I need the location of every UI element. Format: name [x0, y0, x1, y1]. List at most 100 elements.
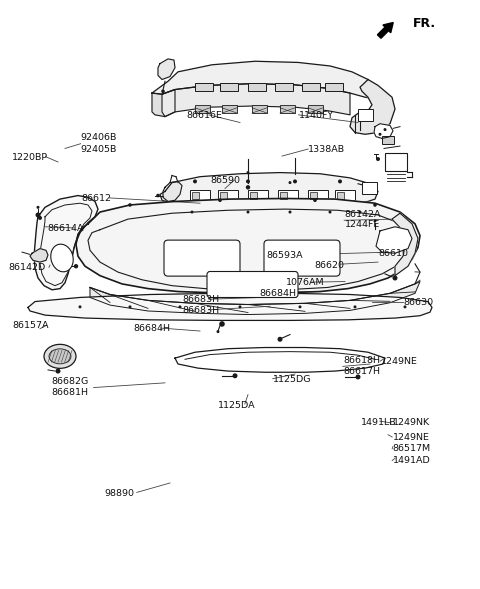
- Bar: [280, 192, 287, 199]
- Text: 92406B: 92406B: [81, 133, 117, 143]
- Text: 1249NE: 1249NE: [381, 357, 418, 366]
- Circle shape: [293, 180, 297, 183]
- Text: 86630: 86630: [403, 297, 433, 307]
- Polygon shape: [152, 90, 175, 117]
- Circle shape: [353, 305, 357, 309]
- Text: 86683H: 86683H: [182, 306, 219, 315]
- Circle shape: [277, 337, 283, 342]
- Circle shape: [288, 210, 291, 214]
- Polygon shape: [392, 213, 418, 276]
- Text: 1076AM: 1076AM: [286, 278, 324, 287]
- Circle shape: [193, 180, 197, 183]
- Polygon shape: [34, 196, 98, 290]
- FancyBboxPatch shape: [164, 240, 240, 276]
- FancyArrow shape: [377, 22, 393, 38]
- Bar: [335, 211, 363, 230]
- Text: 86157A: 86157A: [12, 321, 48, 330]
- Circle shape: [246, 185, 250, 190]
- Circle shape: [379, 133, 382, 136]
- Bar: [280, 105, 295, 113]
- Text: 86617H: 86617H: [343, 366, 380, 376]
- Text: FR.: FR.: [413, 17, 436, 30]
- Circle shape: [74, 264, 78, 269]
- Text: 1491LB: 1491LB: [361, 418, 396, 428]
- Bar: [215, 211, 243, 230]
- Circle shape: [313, 198, 317, 202]
- Circle shape: [161, 90, 165, 93]
- Bar: [385, 153, 407, 171]
- Polygon shape: [148, 202, 375, 241]
- Text: 1140FY: 1140FY: [299, 111, 334, 120]
- FancyBboxPatch shape: [207, 272, 298, 297]
- Text: 86593A: 86593A: [266, 251, 303, 260]
- Bar: [220, 83, 238, 91]
- Circle shape: [156, 194, 160, 197]
- Bar: [222, 105, 237, 113]
- Text: 86620: 86620: [314, 260, 345, 270]
- Text: 1244FE: 1244FE: [345, 220, 380, 230]
- Text: 1220BP: 1220BP: [12, 153, 48, 162]
- Circle shape: [239, 305, 241, 309]
- Text: 86682G: 86682G: [52, 377, 89, 386]
- Bar: [278, 190, 298, 200]
- Text: 86681H: 86681H: [52, 388, 89, 397]
- Circle shape: [376, 157, 380, 161]
- Circle shape: [356, 375, 360, 379]
- Ellipse shape: [51, 244, 73, 272]
- Circle shape: [384, 128, 386, 131]
- Text: 86517M: 86517M: [393, 444, 431, 454]
- Bar: [337, 192, 344, 199]
- Text: 1125DA: 1125DA: [218, 401, 256, 410]
- Polygon shape: [30, 249, 48, 262]
- Polygon shape: [350, 80, 395, 134]
- Text: 86618H: 86618H: [343, 356, 380, 365]
- Circle shape: [393, 276, 397, 280]
- Text: 86684H: 86684H: [259, 289, 296, 298]
- Circle shape: [128, 203, 132, 207]
- Text: 1338AB: 1338AB: [308, 145, 345, 154]
- Text: 98890: 98890: [105, 489, 134, 498]
- Circle shape: [373, 219, 376, 223]
- Circle shape: [247, 210, 250, 214]
- Bar: [308, 105, 323, 113]
- Text: 86683H: 86683H: [182, 295, 219, 305]
- Text: 86614A: 86614A: [47, 224, 84, 233]
- Polygon shape: [158, 59, 175, 80]
- Polygon shape: [162, 84, 350, 117]
- Circle shape: [338, 180, 342, 183]
- Circle shape: [219, 321, 225, 327]
- Circle shape: [79, 305, 82, 309]
- Text: 86684H: 86684H: [133, 324, 170, 333]
- Circle shape: [246, 180, 250, 183]
- Circle shape: [36, 213, 40, 217]
- Polygon shape: [376, 227, 412, 253]
- Circle shape: [38, 216, 42, 220]
- Text: 86612: 86612: [82, 194, 111, 203]
- Text: 1125DG: 1125DG: [273, 375, 311, 385]
- Circle shape: [216, 330, 219, 333]
- Bar: [358, 109, 373, 121]
- Circle shape: [179, 305, 181, 309]
- Polygon shape: [160, 173, 378, 205]
- Bar: [325, 83, 343, 91]
- Polygon shape: [175, 348, 385, 372]
- Bar: [175, 211, 203, 230]
- Polygon shape: [163, 181, 182, 201]
- Bar: [195, 105, 210, 113]
- Bar: [218, 190, 238, 200]
- Circle shape: [288, 181, 291, 184]
- Bar: [248, 190, 268, 200]
- Bar: [308, 190, 328, 200]
- Text: 86142A: 86142A: [345, 210, 381, 219]
- Bar: [362, 183, 377, 194]
- Bar: [252, 105, 267, 113]
- Bar: [192, 192, 199, 199]
- Text: 86616E: 86616E: [186, 111, 222, 120]
- Polygon shape: [90, 282, 420, 315]
- Circle shape: [232, 373, 238, 378]
- Bar: [335, 190, 355, 200]
- Text: 1249NE: 1249NE: [393, 432, 430, 442]
- Bar: [220, 192, 227, 199]
- Text: 86142D: 86142D: [9, 263, 46, 273]
- Bar: [275, 83, 293, 91]
